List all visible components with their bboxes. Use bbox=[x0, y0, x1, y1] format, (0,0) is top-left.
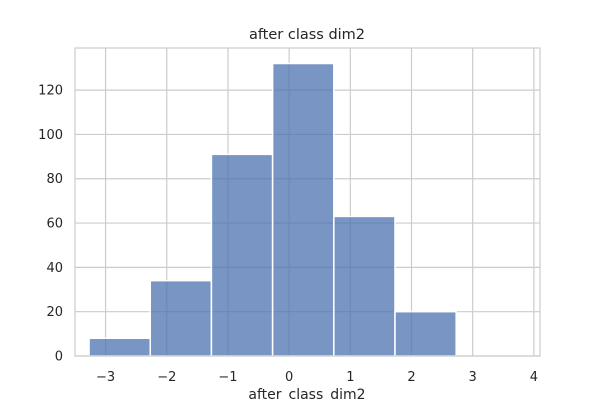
y-tick-label: 0 bbox=[55, 350, 63, 365]
y-tick-label: 60 bbox=[46, 217, 63, 232]
plot-frame bbox=[74, 47, 541, 357]
x-tick-label: 1 bbox=[346, 370, 354, 385]
y-tick-label: 40 bbox=[46, 261, 63, 276]
histogram-bar bbox=[88, 337, 152, 357]
x-tick-label: −3 bbox=[96, 370, 115, 385]
histogram-bar bbox=[333, 215, 396, 357]
y-tick-labels: 0 20 40 60 80 100 120 bbox=[38, 84, 63, 365]
histogram-bar bbox=[271, 62, 335, 357]
y-tick-label: 20 bbox=[46, 305, 63, 320]
x-tick-label: 0 bbox=[285, 370, 293, 385]
y-tick-label: 80 bbox=[46, 172, 63, 187]
histogram-bar bbox=[149, 279, 213, 357]
histogram-bars bbox=[88, 62, 457, 357]
x-tick-label: −1 bbox=[218, 370, 237, 385]
histogram-bar bbox=[210, 153, 274, 357]
y-tick-label: 100 bbox=[38, 128, 63, 143]
x-axis-label: after_class_dim2 bbox=[248, 387, 365, 400]
chart-title: after class dim2 bbox=[249, 27, 365, 43]
y-tick-label: 120 bbox=[38, 84, 63, 99]
x-tick-label: 3 bbox=[469, 370, 477, 385]
x-tick-label: 4 bbox=[530, 370, 538, 385]
x-tick-labels: −3 −2 −1 0 1 2 3 4 bbox=[96, 370, 538, 385]
x-tick-label: 2 bbox=[407, 370, 415, 385]
x-tick-label: −2 bbox=[157, 370, 176, 385]
histogram-bar bbox=[394, 310, 457, 357]
